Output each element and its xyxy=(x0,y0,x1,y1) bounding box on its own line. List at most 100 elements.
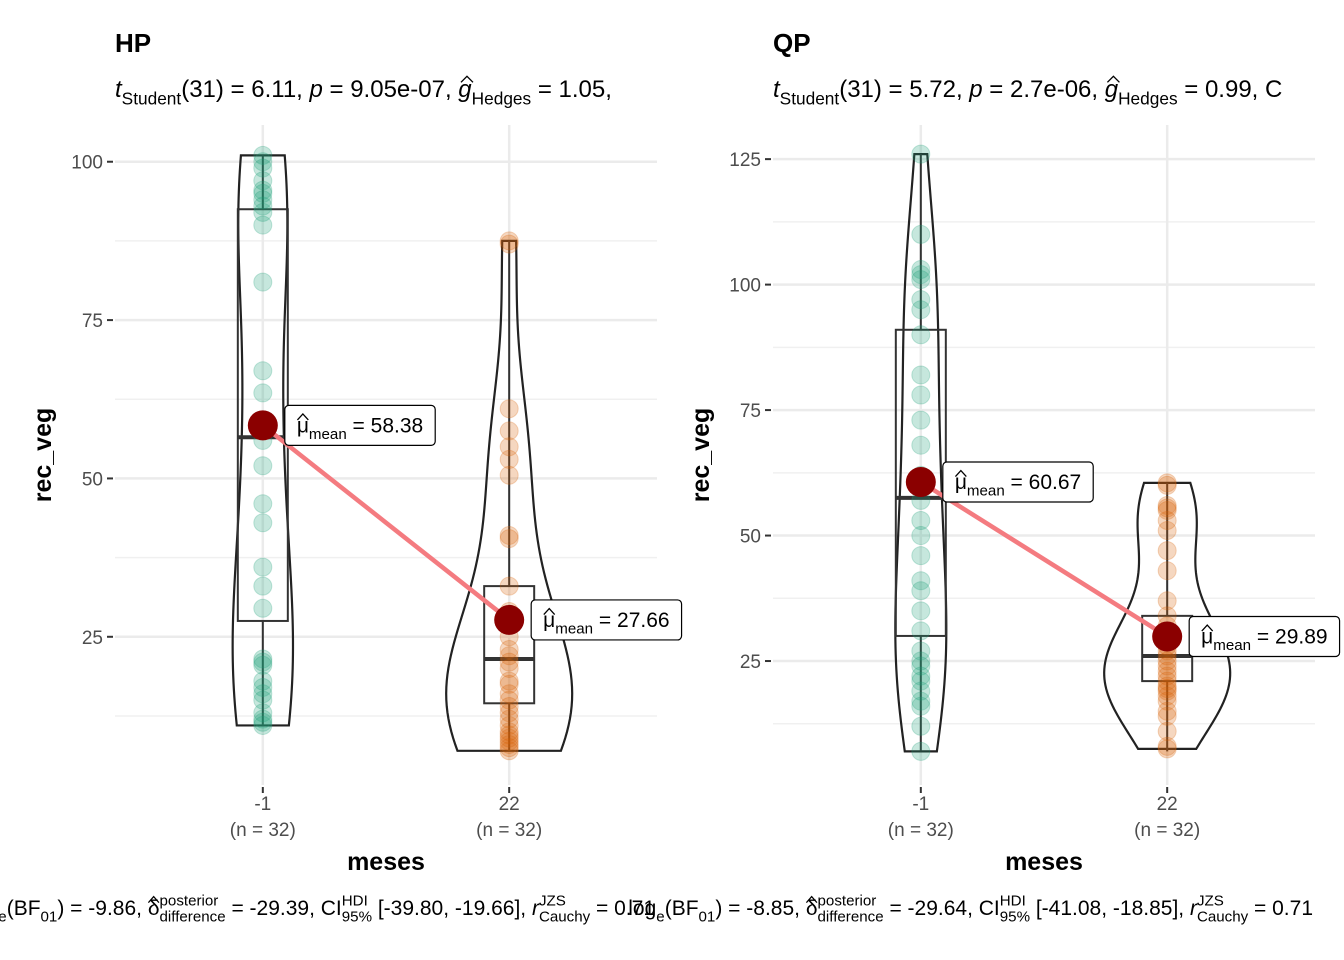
data-point xyxy=(911,435,931,455)
data-point xyxy=(253,712,273,732)
data-point xyxy=(253,183,273,203)
data-point xyxy=(499,658,519,678)
data-point xyxy=(911,741,931,761)
caption-part: r xyxy=(1190,897,1198,920)
data-point xyxy=(1157,510,1177,530)
caption-part: JZS xyxy=(1197,893,1224,910)
data-point xyxy=(911,270,931,290)
mean-label-part: μ xyxy=(1201,625,1213,648)
data-point xyxy=(499,674,519,694)
data-point xyxy=(1157,475,1177,495)
subtitle: t Student (31) = 6.11, p = 9.05e-07, g Hedg… xyxy=(115,75,612,109)
data-point xyxy=(911,651,931,671)
data-point xyxy=(499,738,519,758)
data-point xyxy=(1157,561,1177,581)
caption-part: difference xyxy=(818,909,884,926)
x-axis-title: meses xyxy=(347,848,425,876)
hat-accent xyxy=(1106,75,1120,83)
data-point xyxy=(1157,691,1177,711)
data-point xyxy=(1157,676,1177,696)
y-axis-title: rec_veg xyxy=(29,408,57,503)
mean-label-part: μ xyxy=(955,471,967,494)
data-point xyxy=(253,190,273,210)
y-tick-label: 75 xyxy=(740,401,761,422)
data-point xyxy=(499,234,519,254)
data-point xyxy=(1157,671,1177,691)
subtitle-part: (31) = 5.72, xyxy=(839,76,969,103)
data-point xyxy=(911,510,931,530)
mean-label: μ mean = 29.89 xyxy=(1201,624,1328,654)
data-point xyxy=(911,325,931,345)
data-point xyxy=(499,696,519,716)
data-point xyxy=(1157,500,1177,520)
caption-part: difference xyxy=(160,909,226,926)
data-point xyxy=(253,145,273,165)
mean-line xyxy=(919,480,1169,639)
mean-label-part: mean xyxy=(1213,637,1251,654)
data-point xyxy=(253,152,273,172)
data-point xyxy=(1157,739,1177,759)
data-point xyxy=(911,385,931,405)
subtitle-part: = 1.05, xyxy=(531,76,612,103)
data-point xyxy=(499,728,519,748)
subtitle-part: Hedges xyxy=(472,89,532,109)
mean-label-box xyxy=(530,599,683,641)
data-point xyxy=(253,652,273,672)
mean-line xyxy=(261,423,511,622)
data-point xyxy=(253,456,273,476)
data-point xyxy=(253,677,273,697)
data-point xyxy=(911,410,931,430)
subtitle-part: (31) = 6.11, xyxy=(181,76,309,103)
y-axis-title: rec_veg xyxy=(687,408,715,503)
caption-part: JZS xyxy=(539,893,566,910)
subtitle-part: = 0.99, C xyxy=(1178,76,1283,103)
caption-part: HDI xyxy=(1000,893,1026,910)
mean-label: μ mean = 60.67 xyxy=(955,469,1081,500)
data-point xyxy=(911,571,931,591)
mean-label-part: mean xyxy=(555,621,593,638)
mean-label-part: mean xyxy=(309,426,347,443)
caption-part: e xyxy=(0,909,7,926)
y-tick-label: 25 xyxy=(82,628,103,649)
violin xyxy=(894,153,948,753)
data-point xyxy=(1157,736,1177,756)
n-label: (n = 32) xyxy=(476,820,542,841)
data-point xyxy=(499,741,519,761)
data-point xyxy=(499,449,519,469)
data-point xyxy=(253,671,273,691)
data-point xyxy=(499,731,519,751)
data-point xyxy=(253,494,273,514)
data-point xyxy=(911,621,931,641)
subtitle: t Student (31) = 5.72, p = 2.7e-06, g Hedge… xyxy=(773,75,1283,109)
data-point xyxy=(499,525,519,545)
data-point xyxy=(253,171,273,191)
caption-part: = 0.71 xyxy=(590,897,655,920)
y-tick-label: 25 xyxy=(740,652,761,673)
data-point xyxy=(911,144,931,164)
caption-part: δ xyxy=(148,897,160,920)
mean-label-box xyxy=(284,404,436,446)
data-point xyxy=(499,576,519,596)
mean-label: μ mean = 58.38 xyxy=(297,413,423,443)
caption-part: ) = -9.86, xyxy=(57,897,147,920)
data-point xyxy=(1157,706,1177,726)
n-label: (n = 32) xyxy=(888,820,954,841)
mean-label-box xyxy=(942,461,1094,503)
data-point xyxy=(911,260,931,280)
data-point xyxy=(499,684,519,704)
y-tick-label: 75 xyxy=(82,311,103,332)
data-point xyxy=(253,215,273,235)
data-point xyxy=(499,725,519,745)
caption-part: log xyxy=(628,897,656,920)
subtitle-part: g xyxy=(1105,76,1119,103)
mean-point xyxy=(1152,621,1183,652)
data-point xyxy=(911,300,931,320)
caption-part: posterior xyxy=(818,893,877,910)
data-point xyxy=(1157,666,1177,686)
mean-label-part: μ xyxy=(543,609,555,632)
caption-part: HDI xyxy=(342,893,368,910)
data-point xyxy=(253,649,273,669)
violin xyxy=(445,239,574,752)
y-tick-label: 50 xyxy=(740,527,761,548)
